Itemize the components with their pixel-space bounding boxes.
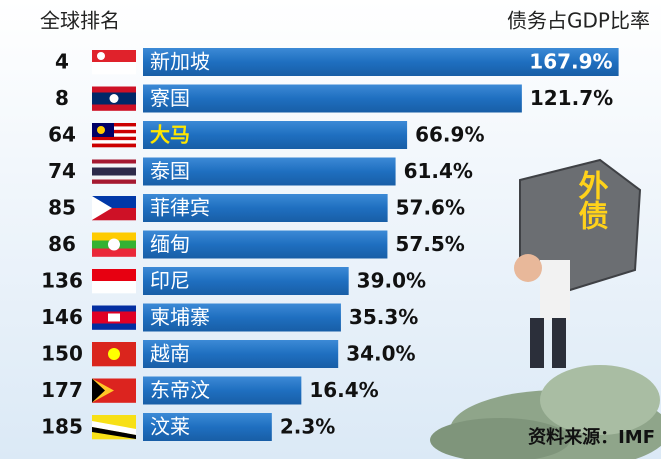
flag xyxy=(92,232,136,257)
flag xyxy=(92,415,136,440)
annotation: 外债 xyxy=(573,170,609,230)
category-label: 大马 xyxy=(150,123,190,147)
bar xyxy=(143,376,302,405)
flag xyxy=(92,196,136,221)
value-label: 35.3% xyxy=(349,305,418,329)
flag xyxy=(92,378,136,403)
category-label: 缅甸 xyxy=(150,232,190,256)
flag-part xyxy=(92,232,136,241)
category-label: 印尼 xyxy=(150,269,190,293)
rank-label: 86 xyxy=(48,232,76,256)
rank-label: 85 xyxy=(48,196,76,220)
flag-part xyxy=(92,171,136,176)
flag xyxy=(92,269,136,294)
rank-header: 全球排名 xyxy=(40,9,120,33)
flag-part xyxy=(108,238,120,251)
flag-part xyxy=(92,196,112,220)
category-label: 寮国 xyxy=(150,86,190,110)
flag xyxy=(92,123,136,148)
value-label: 61.4% xyxy=(404,159,473,183)
flag-part xyxy=(92,269,136,282)
value-label: 57.5% xyxy=(395,232,464,256)
flag-part xyxy=(92,136,136,141)
flag xyxy=(92,86,136,111)
bar xyxy=(143,157,396,186)
flag-part xyxy=(108,313,120,322)
category-label: 新加坡 xyxy=(150,50,210,74)
flag-part xyxy=(92,175,136,180)
flag-part xyxy=(92,179,136,184)
flag-part xyxy=(92,305,136,312)
flag-part xyxy=(92,248,136,257)
value-label: 167.9% xyxy=(529,50,612,74)
rank-label: 146 xyxy=(41,305,83,329)
value-label: 57.6% xyxy=(396,196,465,220)
bar xyxy=(143,340,339,368)
flag-part xyxy=(92,140,136,144)
bar xyxy=(143,267,349,295)
bar xyxy=(143,48,619,76)
category-label: 柬埔寨 xyxy=(150,305,210,329)
rank-label: 64 xyxy=(48,123,76,147)
rank-label: 74 xyxy=(48,159,76,183)
illustration xyxy=(430,158,661,459)
category-label: 东帝汶 xyxy=(150,378,210,402)
bar xyxy=(143,413,272,441)
bar xyxy=(143,303,341,332)
flag-part xyxy=(92,427,136,439)
flag-part xyxy=(109,94,119,103)
flag xyxy=(92,342,136,367)
rank-label: 177 xyxy=(41,378,83,402)
flag-part xyxy=(92,281,136,294)
flag-part xyxy=(97,52,105,60)
flag-part xyxy=(92,323,136,330)
value-label: 16.4% xyxy=(309,378,378,402)
category-label: 菲律宾 xyxy=(150,196,210,220)
bar xyxy=(143,84,522,113)
value-label: 121.7% xyxy=(530,86,613,110)
value-label: 66.9% xyxy=(415,123,484,147)
flag-part xyxy=(108,348,120,360)
flag-part xyxy=(92,378,105,403)
category-label: 越南 xyxy=(150,342,190,366)
value-label: 2.3% xyxy=(280,415,335,439)
value-label: 39.0% xyxy=(357,269,426,293)
flag-part xyxy=(92,159,136,164)
flag-part xyxy=(92,86,136,93)
flag-part xyxy=(92,163,136,168)
flag-part xyxy=(92,421,136,435)
flag xyxy=(92,50,136,75)
flag xyxy=(92,159,136,184)
rank-label: 150 xyxy=(41,342,83,366)
bar xyxy=(143,194,388,222)
flag-part xyxy=(97,126,105,134)
value-header: 债务占GDP比率 xyxy=(507,9,650,33)
bar xyxy=(143,121,408,149)
source: 资料来源：IMF xyxy=(528,426,655,448)
rank-label: 4 xyxy=(55,50,69,74)
bar xyxy=(143,230,388,259)
rank-label: 8 xyxy=(55,86,69,110)
flag-part xyxy=(92,143,136,148)
flag xyxy=(92,305,136,330)
flag-part xyxy=(92,104,136,111)
category-label: 泰国 xyxy=(150,159,190,183)
flag-part xyxy=(92,167,136,172)
flag-part xyxy=(92,62,136,75)
category-label: 汶莱 xyxy=(150,415,190,439)
value-label: 34.0% xyxy=(346,342,415,366)
rank-label: 136 xyxy=(41,269,83,293)
rank-label: 185 xyxy=(41,415,83,439)
